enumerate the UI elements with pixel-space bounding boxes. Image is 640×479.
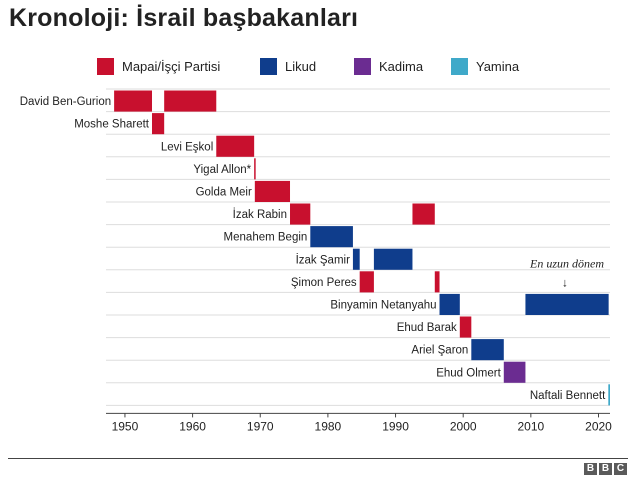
term-bar <box>254 180 291 202</box>
annotation: En uzun dönem ↓ <box>529 256 604 289</box>
row-label: Ariel Şaron <box>411 345 468 357</box>
logo-letter: B <box>599 463 612 475</box>
x-tick-label: 1980 <box>315 419 342 433</box>
logo-letter: C <box>614 463 627 475</box>
term-bar <box>412 203 435 225</box>
term-bar <box>114 90 153 112</box>
term-bar <box>471 339 504 361</box>
row-label: David Ben-Gurion <box>20 96 111 108</box>
row-label: Binyamin Netanyahu <box>330 299 436 311</box>
x-tick-label: 2010 <box>517 419 544 433</box>
x-tick-label: 1970 <box>247 419 274 433</box>
term-bar <box>152 113 165 135</box>
x-tick-label: 1990 <box>382 419 409 433</box>
row-label: İzak Rabin <box>233 208 287 221</box>
footer-divider <box>8 458 628 459</box>
x-tick-label: 2000 <box>450 419 477 433</box>
legend-label-yamina: Yamina <box>476 59 520 74</box>
term-bar <box>439 293 460 315</box>
row-label: İzak Şamir <box>296 253 350 266</box>
legend-label-likud: Likud <box>285 59 316 74</box>
term-bar <box>373 248 413 270</box>
legend-swatch-kadima <box>354 58 371 75</box>
chart-title: Kronoloji: İsrail başbakanları <box>9 4 359 32</box>
term-bar <box>164 90 217 112</box>
row-label: Menahem Begin <box>224 232 308 244</box>
term-bar <box>290 203 311 225</box>
term-bar <box>608 384 610 406</box>
row-label: Ehud Olmert <box>436 367 501 379</box>
legend-label-mapai: Mapai/İşçi Partisi <box>122 59 220 74</box>
x-tick-label: 1960 <box>179 419 206 433</box>
legend: Mapai/İşçi Partisi Likud Kadima Yamina <box>97 58 520 75</box>
logo-letter: B <box>584 463 597 475</box>
x-tick-label: 2020 <box>585 419 612 433</box>
annotation-text: En uzun dönem <box>529 256 604 270</box>
term-bars <box>114 90 610 406</box>
row-label: Levi Eşkol <box>161 141 213 153</box>
term-bar <box>216 135 255 157</box>
x-axis: 1950 1960 1970 1980 1990 2000 2010 2020 <box>106 412 612 433</box>
legend-label-kadima: Kadima <box>379 59 424 74</box>
row-label: Ehud Barak <box>397 322 457 334</box>
term-bar <box>525 293 609 315</box>
term-bar <box>310 226 353 248</box>
term-bar <box>434 271 440 293</box>
bbc-logo: B B C <box>584 463 627 475</box>
term-bar <box>352 248 360 270</box>
row-label: Yigal Allon* <box>193 164 251 176</box>
x-tick-label: 1950 <box>112 419 139 433</box>
row-labels: David Ben-Gurion Moshe Sharett Levi Eşkol Y… <box>20 96 606 402</box>
legend-swatch-likud <box>260 58 277 75</box>
row-label: Şimon Peres <box>291 277 357 289</box>
row-gridlines <box>106 88 610 406</box>
row-label: Naftali Bennett <box>530 390 606 402</box>
legend-swatch-yamina <box>451 58 468 75</box>
term-bar <box>459 316 472 338</box>
row-label: Moshe Sharett <box>74 119 150 131</box>
row-label: Golda Meir <box>196 186 252 198</box>
term-bar <box>359 271 374 293</box>
annotation-arrow: ↓ <box>562 275 568 289</box>
term-bar <box>254 158 256 180</box>
term-bar <box>503 361 526 383</box>
legend-swatch-mapai <box>97 58 114 75</box>
